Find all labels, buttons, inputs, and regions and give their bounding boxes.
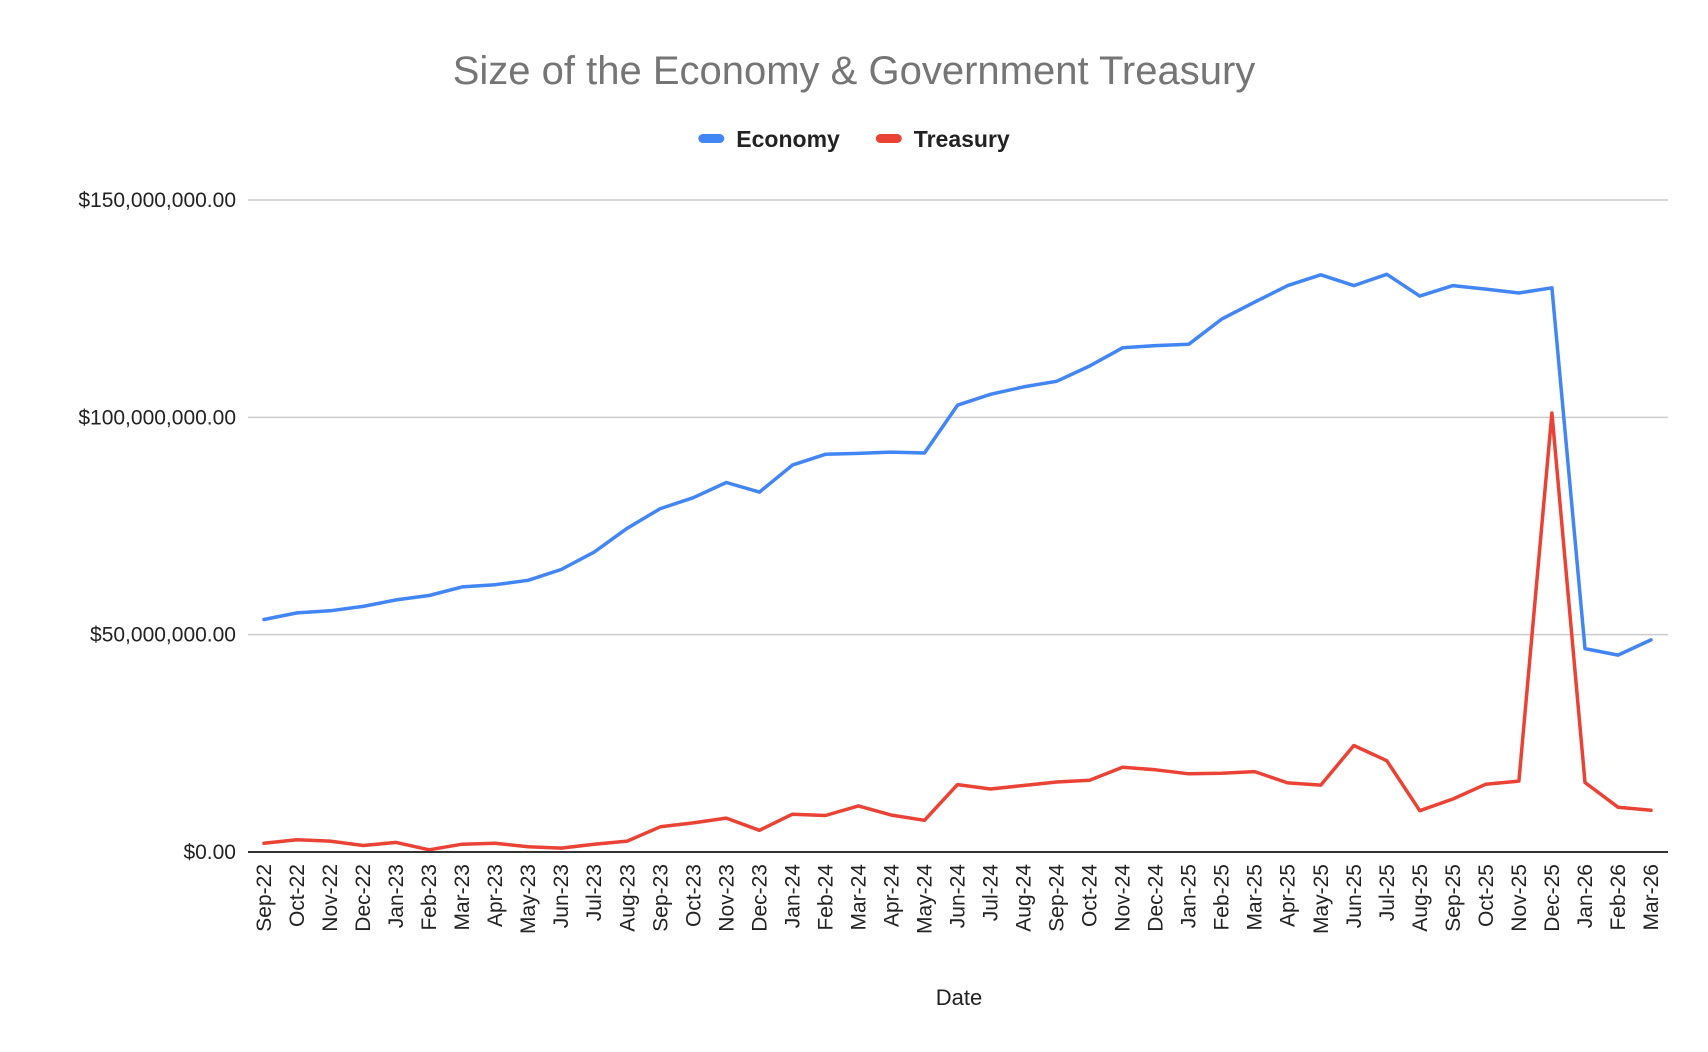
x-tick-label: Jun-24: [947, 864, 970, 929]
x-tick-label: Jan-23: [385, 864, 408, 928]
x-tick-label: Dec-25: [1541, 864, 1564, 932]
x-tick-label: Nov-24: [1112, 864, 1135, 932]
x-tick-label: Dec-22: [352, 864, 375, 932]
x-axis-tick-labels: Sep-22 Oct-22 Nov-22 Dec-22 Jan-23 Feb-23 Mar-…: [253, 864, 1663, 934]
legend-swatch: [875, 134, 902, 143]
x-tick-label: Jul-25: [1376, 864, 1399, 921]
legend-item-treasury: Treasury: [875, 126, 1010, 152]
chart-title: Size of the Economy & Government Treasur…: [453, 49, 1256, 93]
y-tick-label: $50,000,000.00: [90, 624, 236, 647]
x-tick-label: May-24: [913, 864, 936, 934]
x-tick-label: Aug-24: [1013, 864, 1036, 932]
x-tick-label: Jul-24: [980, 864, 1003, 922]
legend-item-economy: Economy: [698, 126, 840, 152]
x-tick-label: Feb-26: [1607, 864, 1630, 931]
legend-label: Treasury: [914, 126, 1010, 152]
x-tick-label: Oct-24: [1079, 864, 1102, 927]
x-tick-label: Aug-23: [616, 864, 639, 932]
x-tick-label: Sep-25: [1442, 864, 1465, 932]
x-tick-label: Jan-24: [781, 864, 804, 929]
y-tick-label: $100,000,000.00: [78, 406, 236, 429]
x-tick-label: Jul-23: [583, 864, 606, 921]
x-tick-label: Jun-23: [550, 864, 573, 928]
y-tick-label: $0.00: [183, 841, 236, 864]
legend-label: Economy: [736, 126, 840, 152]
series-lines: [262, 272, 1653, 852]
x-tick-label: Feb-25: [1211, 864, 1234, 931]
gridlines: [248, 199, 1668, 636]
x-tick-label: Jan-26: [1574, 864, 1597, 928]
x-tick-label: Jun-25: [1343, 864, 1366, 928]
x-tick-label: Nov-23: [715, 864, 738, 932]
x-tick-label: Oct-22: [286, 864, 309, 927]
x-tick-label: Sep-23: [649, 864, 672, 932]
x-tick-label: Feb-23: [418, 864, 441, 931]
x-tick-label: Feb-24: [814, 864, 837, 931]
x-tick-label: Oct-23: [682, 864, 705, 927]
x-tick-label: Sep-24: [1046, 864, 1069, 932]
x-tick-label: May-23: [517, 864, 540, 934]
x-tick-label: Mar-24: [847, 864, 870, 931]
x-tick-label: Nov-22: [319, 864, 342, 932]
x-tick-label: Jan-25: [1178, 864, 1201, 928]
x-tick-label: Aug-25: [1409, 864, 1432, 932]
x-tick-label: Mar-25: [1244, 864, 1267, 931]
x-tick-label: Apr-24: [880, 864, 903, 927]
x-tick-label: Dec-24: [1145, 864, 1168, 932]
x-tick-label: Dec-23: [748, 864, 771, 932]
chart-legend: Economy Treasury: [698, 126, 1010, 152]
series-line-economy: [262, 272, 1653, 657]
x-tick-label: Mar-23: [451, 864, 474, 931]
x-tick-label: Apr-25: [1277, 864, 1300, 927]
x-axis-title: Date: [936, 985, 982, 1010]
x-tick-label: Apr-23: [484, 864, 507, 927]
x-tick-label: May-25: [1310, 864, 1333, 934]
y-tick-label: $150,000,000.00: [78, 189, 236, 212]
y-axis-tick-labels: $0.00 $50,000,000.00 $100,000,000.00 $150,0…: [78, 189, 236, 864]
x-tick-label: Oct-25: [1475, 864, 1498, 927]
x-tick-label: Mar-26: [1640, 864, 1663, 931]
x-tick-label: Sep-22: [253, 864, 276, 932]
x-tick-label: Nov-25: [1508, 864, 1531, 932]
series-line-treasury: [262, 411, 1653, 852]
legend-swatch: [698, 134, 725, 143]
